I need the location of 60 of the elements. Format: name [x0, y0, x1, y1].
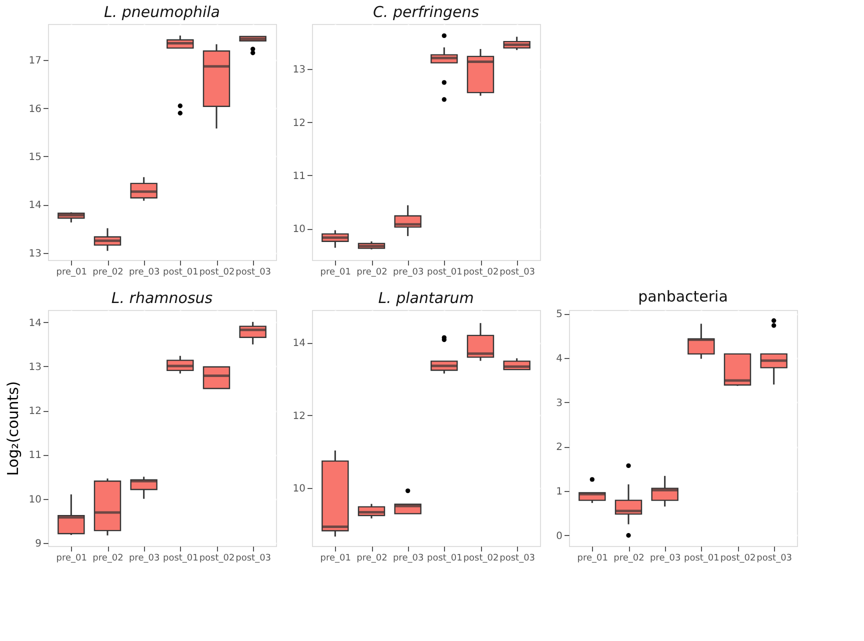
x-tick-label: post_02 [463, 268, 499, 278]
chart-title: L. plantarum [378, 289, 474, 307]
chart-title: L. rhamnosus [111, 289, 213, 307]
y-tick-label: 13 [28, 248, 42, 260]
y-tick-label: 17 [28, 56, 42, 67]
x-tick-label: pre_03 [128, 268, 160, 278]
y-tick-label: 12 [292, 118, 306, 129]
x-tick-label: post_03 [500, 268, 536, 278]
x-tick-label: pre_01 [320, 268, 352, 278]
x-tick-label: pre_01 [56, 268, 88, 278]
x-tick-label: pre_02 [92, 268, 124, 278]
chart-title: panbacteria [638, 288, 728, 306]
x-tick-label: post_02 [199, 554, 235, 564]
y-tick-label: 0 [556, 530, 562, 542]
y-tick-label: 13 [28, 362, 42, 373]
x-tick-label: pre_01 [56, 554, 88, 564]
x-tick-label: pre_01 [320, 554, 352, 564]
y-tick-label: 10 [292, 224, 306, 236]
x-tick-label: pre_02 [356, 268, 388, 278]
x-tick-label: post_03 [500, 554, 536, 564]
x-tick-label: post_02 [199, 268, 235, 278]
y-tick-label: 10 [28, 494, 42, 506]
x-tick-label: post_03 [236, 554, 272, 564]
x-tick-label: post_03 [756, 554, 792, 564]
y-axis-title: Log₂(counts) [4, 381, 22, 476]
y-tick-label: 2 [556, 442, 562, 454]
y-tick-label: 1 [556, 486, 562, 498]
y-tick-label: 11 [292, 170, 306, 182]
x-tick-label: post_01 [426, 268, 462, 278]
x-tick-label: pre_03 [392, 554, 424, 564]
y-tick-label: 14 [28, 318, 42, 329]
x-tick-label: pre_03 [650, 554, 681, 564]
y-tick-label: 5 [556, 309, 562, 320]
y-tick-label: 16 [28, 104, 42, 115]
y-tick-label: 3 [556, 398, 562, 409]
y-tick-label: 4 [556, 353, 562, 364]
y-tick-label: 13 [292, 64, 306, 76]
y-tick-label: 12 [292, 410, 306, 422]
y-tick-label: 10 [292, 483, 306, 494]
x-tick-label: post_03 [236, 268, 272, 278]
x-tick-label: pre_02 [614, 554, 644, 564]
x-tick-label: post_02 [720, 554, 756, 564]
y-tick-label: 14 [28, 200, 42, 212]
x-tick-label: post_01 [684, 554, 720, 564]
chart-title: L. pneumophila [104, 3, 220, 21]
chart-title: C. perfringens [372, 3, 480, 21]
x-tick-label: post_02 [463, 554, 499, 564]
x-tick-label: post_01 [162, 268, 198, 278]
x-tick-label: pre_03 [392, 268, 424, 278]
y-tick-label: 9 [35, 538, 42, 550]
x-tick-label: pre_03 [128, 554, 160, 564]
y-tick-label: 14 [292, 338, 306, 350]
y-tick-label: 12 [28, 406, 42, 418]
x-tick-label: post_01 [162, 554, 198, 564]
y-tick-label: 15 [28, 152, 42, 163]
x-tick-label: pre_02 [356, 554, 388, 564]
x-tick-label: pre_01 [577, 554, 608, 564]
x-tick-label: pre_02 [92, 554, 124, 564]
x-tick-label: post_01 [426, 554, 462, 564]
y-tick-label: 11 [28, 450, 42, 462]
